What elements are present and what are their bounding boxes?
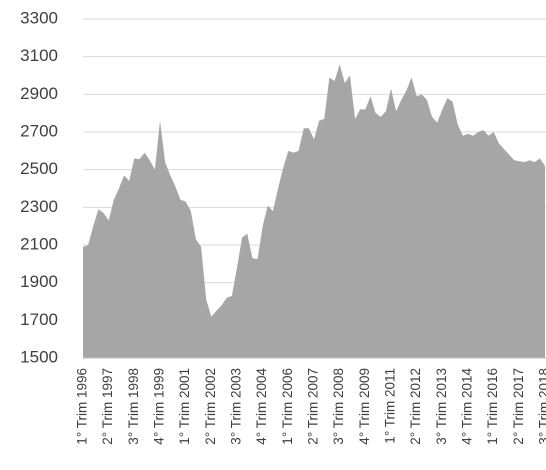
x-tick-label: 3° Trim 2008 bbox=[331, 368, 346, 445]
x-tick-label: 3° Trim 2013 bbox=[434, 368, 449, 445]
x-tick-label: 4° Trim 2014 bbox=[460, 368, 475, 445]
x-tick-label: 4° Trim 1999 bbox=[152, 368, 167, 445]
x-tick-label: 2° Trim 2017 bbox=[511, 368, 526, 445]
y-tick-label: 1900 bbox=[20, 272, 58, 291]
x-tick-label: 2° Trim 1997 bbox=[100, 368, 115, 445]
y-tick-label: 3300 bbox=[20, 8, 58, 27]
y-tick-label: 3100 bbox=[20, 46, 58, 65]
area bbox=[83, 64, 545, 358]
y-tick-label: 1500 bbox=[20, 347, 58, 366]
y-tick-label: 2900 bbox=[20, 84, 58, 103]
x-tick-label: 3° Trim 2018 bbox=[537, 368, 546, 445]
y-tick-label: 1700 bbox=[20, 310, 58, 329]
y-tick-label: 2500 bbox=[20, 159, 58, 178]
x-tick-label: 1° Trim 2001 bbox=[177, 368, 192, 445]
x-tick-label: 2° Trim 2002 bbox=[203, 368, 218, 445]
x-tick-label: 2° Trim 2012 bbox=[408, 368, 423, 445]
x-tick-label: 1° Trim 2016 bbox=[485, 368, 500, 445]
x-tick-label: 3° Trim 1998 bbox=[126, 368, 141, 445]
x-tick-label: 1° Trim 2006 bbox=[280, 368, 295, 445]
x-tick-label: 3° Trim 2003 bbox=[229, 368, 244, 445]
x-tick-label: 1° Trim 1996 bbox=[75, 368, 90, 445]
y-tick-label: 2700 bbox=[20, 121, 58, 140]
x-tick-label: 4° Trim 2004 bbox=[254, 368, 269, 445]
x-tick-label: 2° Trim 2007 bbox=[306, 368, 321, 445]
y-tick-label: 2100 bbox=[20, 234, 58, 253]
y-tick-label: 2300 bbox=[20, 197, 58, 216]
x-tick-label: 4° Trim 2009 bbox=[357, 368, 372, 445]
x-tick-label: 1° Trim 2011 bbox=[383, 368, 398, 444]
